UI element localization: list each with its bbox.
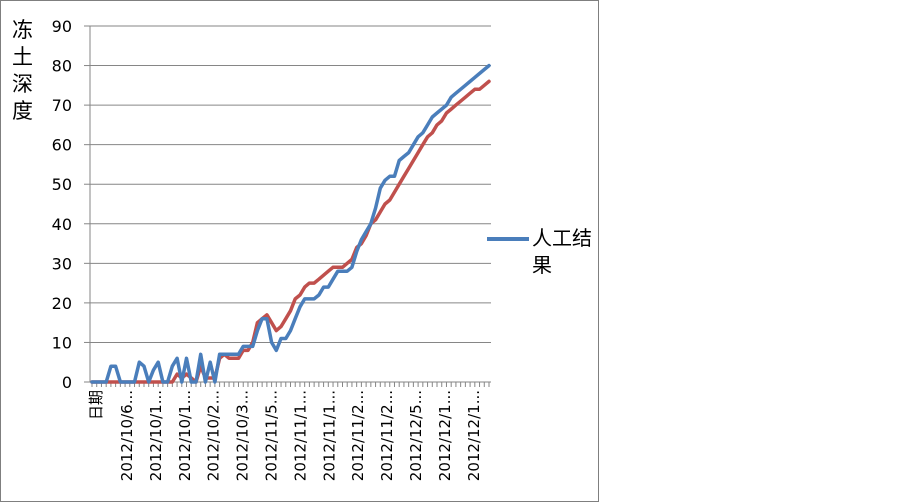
gridlines (90, 25, 491, 343)
y-tick-label: 50 (52, 175, 72, 194)
x-tick-label: 2012/10/2... (205, 390, 223, 481)
y-tick-label: 60 (52, 136, 72, 155)
x-tick-label: 2012/11/2... (349, 390, 367, 481)
x-tick-label: 日期 (87, 390, 105, 420)
y-axis-label: 冻土深度 (12, 18, 33, 123)
series-line-manual-result (90, 63, 491, 384)
x-tick-label: 2012/12/1... (436, 390, 454, 481)
y-tick-label: 70 (52, 96, 72, 115)
y-tick-label: 90 (52, 17, 72, 36)
legend-label-manual-result: 人工结果 (532, 226, 592, 277)
x-tick-label: 2012/11/2... (378, 390, 396, 481)
x-tick-labels: 日期 2012/10/6... 2012/10/1... 2012/10/1... 20… (87, 390, 483, 481)
y-tick-label: 20 (52, 294, 72, 313)
x-tick-label: 2012/11/1... (291, 390, 309, 481)
series-line-2 (90, 79, 491, 384)
y-tick-labels: 0 10 20 30 40 50 60 70 80 90 (52, 17, 72, 392)
legend-swatch-manual-result (487, 237, 529, 241)
x-tick-label: 2012/11/5... (263, 390, 281, 481)
series-lines (90, 63, 491, 384)
x-tick-label: 2012/11/1... (320, 390, 338, 481)
chart-frame (0, 0, 599, 502)
x-tick-label: 2012/10/6... (118, 390, 136, 481)
x-tick-label: 2012/10/3... (234, 390, 252, 481)
x-tick-label: 2012/12/5... (407, 390, 425, 481)
y-tick-label: 10 (52, 333, 72, 352)
x-tick-label: 2012/10/1... (176, 390, 194, 481)
x-tick-label: 2012/12/1... (465, 390, 483, 481)
y-tick-label: 40 (52, 215, 72, 234)
y-tick-label: 30 (52, 254, 72, 273)
x-tick-label: 2012/10/1... (147, 390, 165, 481)
y-tick-label: 80 (52, 57, 72, 76)
y-tick-label: 0 (62, 373, 72, 392)
